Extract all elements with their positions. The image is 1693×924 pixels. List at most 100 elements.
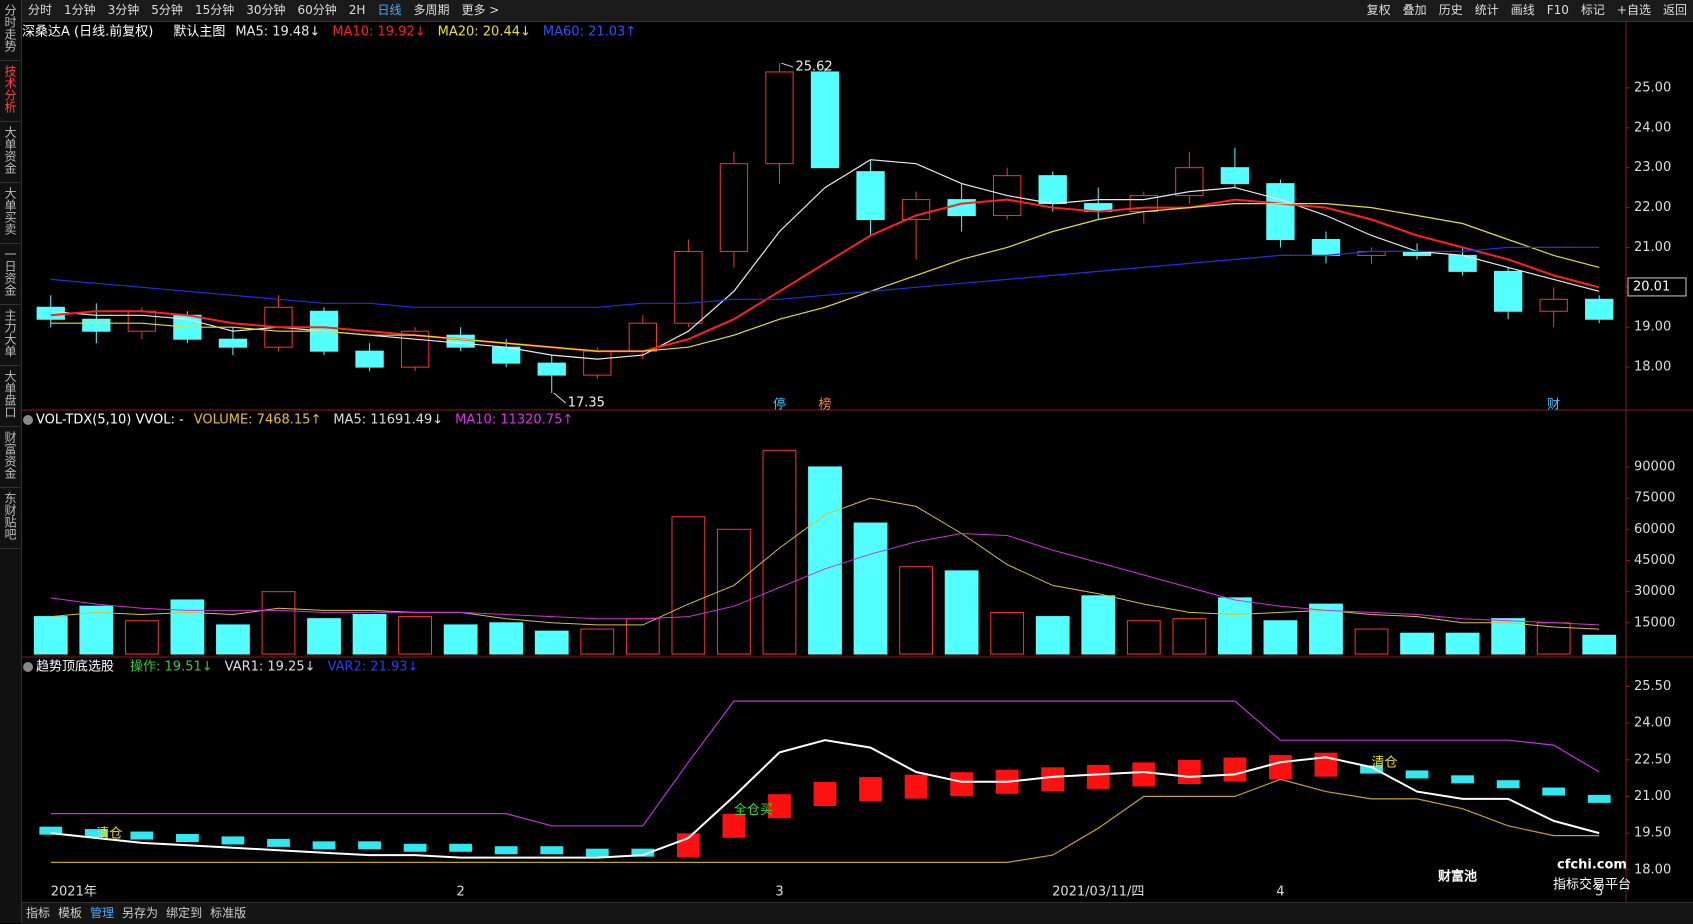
menu-tab[interactable]: 15分钟 — [194, 3, 235, 17]
candle-body — [765, 71, 794, 165]
volume-bar — [808, 466, 842, 655]
candle-body — [492, 346, 521, 364]
menu-button[interactable]: 标记 — [1580, 3, 1605, 17]
y-tick-label: 18.00 — [1634, 862, 1671, 877]
menu-tab[interactable]: 分时 — [28, 3, 53, 17]
signal-label: 清仓 — [96, 827, 122, 842]
legend-entry: VAR1: 19.25↓ — [225, 660, 316, 675]
bottom-tab[interactable]: 模板 — [58, 906, 83, 920]
signal-block — [1223, 757, 1247, 782]
volume-bar — [1309, 603, 1343, 655]
legend-entry: VOLUME: 7468.15↑ — [194, 413, 322, 428]
menu-button[interactable]: 复权 — [1366, 3, 1391, 17]
bottom-tab[interactable]: 指标 — [26, 906, 51, 920]
signal-block — [1405, 770, 1429, 779]
side-tab[interactable]: 技术分析 — [0, 61, 20, 122]
menu-tab[interactable]: 2H — [348, 3, 366, 17]
volume-bar — [671, 516, 706, 655]
volume-bar — [1081, 595, 1116, 655]
watermark-site: cfchi.com — [1557, 858, 1627, 873]
x-tick-label: 5 — [1595, 885, 1603, 900]
line — [50, 159, 1600, 360]
y-tick-label: 25.50 — [1634, 679, 1671, 694]
bottom-tabs: 指标 模板 管理 另存为 绑定到 标准版 — [22, 902, 1693, 924]
menu-tab[interactable]: 3分钟 — [107, 3, 140, 17]
signal-block — [1451, 775, 1474, 784]
signal-block — [1587, 794, 1611, 803]
candle-body — [628, 322, 657, 352]
signal-block — [312, 841, 336, 850]
side-tab[interactable]: 东财贴吧 — [0, 488, 20, 549]
candle-body — [36, 306, 65, 320]
side-tab[interactable]: 财富资金 — [0, 427, 20, 488]
signal-block — [1496, 780, 1520, 789]
watermark-slogan: 指标交易平台 — [1553, 877, 1631, 893]
volume-bar — [1582, 634, 1617, 655]
menu-tab[interactable]: 30分钟 — [246, 3, 286, 17]
volume-bar — [717, 528, 751, 655]
side-tab[interactable]: 一日资金 — [0, 244, 20, 305]
signal-block — [813, 782, 837, 806]
menu-tab[interactable]: 60分钟 — [297, 3, 337, 17]
y-tick-label: 45000 — [1634, 553, 1675, 568]
volume-bar — [853, 522, 888, 655]
volume-bar — [1354, 628, 1389, 655]
signal-block — [1542, 787, 1566, 796]
side-tab[interactable]: 大单买卖 — [0, 183, 20, 244]
legend-entry: MA5: 19.48↓ — [235, 25, 320, 40]
menu-button[interactable]: 历史 — [1438, 3, 1463, 17]
menu-tab[interactable]: 1分钟 — [64, 3, 96, 17]
legend-entry: MA20: 20.44↓ — [438, 25, 531, 40]
marker: 财 — [1547, 398, 1560, 413]
menu-tab[interactable]: 更多 > — [461, 3, 500, 17]
volume-bar — [1217, 597, 1252, 655]
menu-button[interactable]: 返回 — [1662, 3, 1687, 17]
volume-bar — [1491, 618, 1526, 655]
bottom-tab[interactable]: 标准版 — [210, 906, 247, 920]
signal-block — [358, 841, 381, 850]
marker: 停 — [773, 397, 786, 413]
bottom-tab[interactable]: 管理 — [90, 906, 115, 920]
volume-bar — [1035, 616, 1070, 655]
menu-button[interactable]: 画线 — [1510, 3, 1535, 17]
volume-bar — [124, 620, 159, 655]
watermark-brand: 财富池 — [1438, 869, 1477, 885]
signal-block — [904, 774, 928, 799]
candle-body — [127, 310, 157, 332]
signal-block — [176, 834, 199, 842]
line — [50, 198, 1600, 353]
side-tab[interactable]: 分时走势 — [0, 0, 20, 61]
candle-body — [1266, 183, 1295, 240]
side-tab[interactable]: 主力大单 — [0, 305, 20, 366]
volume-bar — [1172, 618, 1207, 655]
y-tick-label: 24.00 — [1634, 716, 1671, 731]
y-tick-label: 75000 — [1634, 491, 1675, 506]
menu-tab[interactable]: 5分钟 — [151, 3, 183, 17]
candle-body — [400, 330, 430, 368]
menu-tab[interactable]: 多周期 — [413, 3, 450, 17]
panel-title: VOL-TDX(5,10) VVOL: - — [36, 413, 184, 428]
line — [50, 700, 1600, 827]
candle-body — [1539, 298, 1568, 312]
candle-body — [537, 362, 566, 376]
y-tick-label: 21.00 — [1634, 789, 1671, 804]
x-tick-label: 3 — [775, 885, 783, 900]
menu-tab[interactable]: 日线 — [377, 3, 402, 17]
side-tab[interactable]: 大单资金 — [0, 122, 20, 183]
bottom-tab[interactable]: 另存为 — [122, 906, 159, 920]
y-tick-label: 22.00 — [1634, 200, 1671, 215]
menu-button[interactable]: F10 — [1546, 3, 1569, 17]
signal-block — [1177, 760, 1201, 784]
legend-entry: MA10: 11320.75↑ — [455, 413, 573, 428]
x-tick-label: 2021/03/11/四 — [1052, 885, 1144, 900]
candle-body — [446, 334, 475, 348]
y-tick-label: 21.00 — [1634, 240, 1671, 255]
line — [50, 739, 1600, 859]
menu-button[interactable]: +自选 — [1616, 3, 1651, 17]
line — [50, 497, 1600, 630]
bottom-tab[interactable]: 绑定到 — [166, 906, 203, 920]
volume-bar — [1445, 632, 1480, 655]
menu-button[interactable]: 叠加 — [1402, 3, 1427, 17]
menu-button[interactable]: 统计 — [1474, 3, 1499, 17]
side-tab[interactable]: 大单盘口 — [0, 366, 20, 427]
